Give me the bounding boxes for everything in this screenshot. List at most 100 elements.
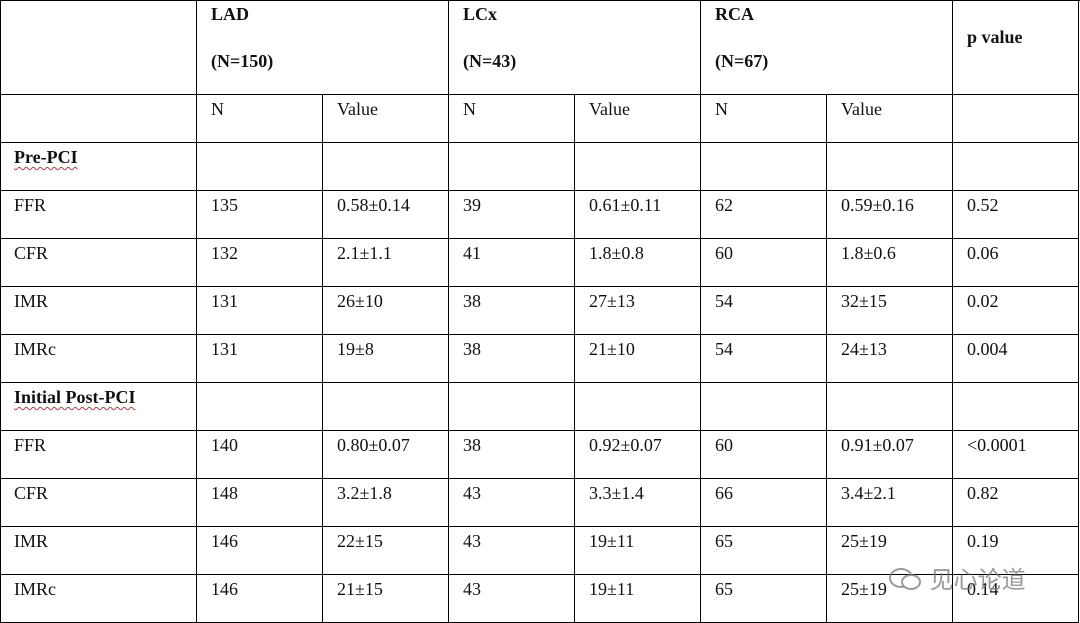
- watermark: 见心论道: [888, 560, 1026, 595]
- data-cell: 24±13: [827, 335, 953, 383]
- data-cell: 0.58±0.14: [323, 191, 449, 239]
- empty-cell: [449, 143, 575, 191]
- row-label-cell: FFR: [0, 431, 197, 479]
- cell-text: 60: [715, 435, 733, 455]
- cell-text: 54: [715, 291, 733, 311]
- empty-cell: [701, 143, 827, 191]
- data-cell: 60: [701, 239, 827, 287]
- data-cell: 3.2±1.8: [323, 479, 449, 527]
- row-label: IMR: [14, 291, 49, 311]
- subheader-cell: N: [449, 95, 575, 143]
- data-cell: 131: [197, 335, 323, 383]
- empty-cell: [827, 383, 953, 431]
- data-cell: 32±15: [827, 287, 953, 335]
- row-label: FFR: [14, 195, 47, 215]
- data-cell: 146: [197, 527, 323, 575]
- data-cell: 148: [197, 479, 323, 527]
- row-label-cell: CFR: [0, 479, 197, 527]
- data-cell: 21±10: [575, 335, 701, 383]
- data-cell: 26±10: [323, 287, 449, 335]
- data-cell: 0.80±0.07: [323, 431, 449, 479]
- cell-text: 62: [715, 195, 733, 215]
- cell-text: 54: [715, 339, 733, 359]
- empty-cell: [0, 95, 197, 143]
- subheader-cell: Value: [323, 95, 449, 143]
- group-header: RCA (N=67): [701, 0, 953, 95]
- cell-text: 43: [463, 531, 481, 551]
- data-cell: 146: [197, 575, 323, 623]
- cell-text: 19±11: [589, 531, 635, 551]
- cell-text: 2.1±1.1: [337, 243, 392, 263]
- data-cell: 140: [197, 431, 323, 479]
- data-cell: 39: [449, 191, 575, 239]
- cell-text: 132: [211, 243, 238, 263]
- subheader-text: Value: [337, 99, 378, 119]
- cell-text: 0.80±0.07: [337, 435, 410, 455]
- cell-text: 1.8±0.6: [841, 243, 896, 263]
- data-cell: 0.06: [953, 239, 1079, 287]
- cell-text: 66: [715, 483, 733, 503]
- subheader-text: Value: [841, 99, 882, 119]
- data-cell: 132: [197, 239, 323, 287]
- empty-cell: [953, 95, 1079, 143]
- corner-cell: [0, 0, 197, 95]
- cell-text: 60: [715, 243, 733, 263]
- cell-text: 27±13: [589, 291, 635, 311]
- empty-cell: [953, 383, 1079, 431]
- data-cell: 38: [449, 431, 575, 479]
- data-cell: 38: [449, 335, 575, 383]
- data-cell: 54: [701, 335, 827, 383]
- cell-text: 38: [463, 291, 481, 311]
- subheader-text: Value: [589, 99, 630, 119]
- data-cell: 0.82: [953, 479, 1079, 527]
- data-cell: 65: [701, 575, 827, 623]
- cell-text: 148: [211, 483, 238, 503]
- section-cell: Initial Post-PCI: [0, 383, 197, 431]
- empty-cell: [449, 383, 575, 431]
- data-cell: 21±15: [323, 575, 449, 623]
- data-cell: 43: [449, 575, 575, 623]
- section-title: Pre-PCI: [14, 147, 78, 167]
- cell-text: 131: [211, 339, 238, 359]
- data-cell: <0.0001: [953, 431, 1079, 479]
- cell-text: 0.14: [967, 579, 999, 599]
- empty-cell: [575, 143, 701, 191]
- cell-text: 140: [211, 435, 238, 455]
- data-cell: 0.91±0.07: [827, 431, 953, 479]
- cell-text: 0.06: [967, 243, 999, 263]
- cell-text: 146: [211, 579, 238, 599]
- cell-text: 3.2±1.8: [337, 483, 392, 503]
- cell-text: 25±19: [841, 531, 887, 551]
- cell-text: 0.61±0.11: [589, 195, 662, 215]
- row-label: IMRc: [14, 579, 56, 599]
- data-cell: 0.92±0.07: [575, 431, 701, 479]
- empty-cell: [197, 143, 323, 191]
- data-cell: 0.19: [953, 527, 1079, 575]
- cell-text: 39: [463, 195, 481, 215]
- empty-cell: [575, 383, 701, 431]
- data-cell: 131: [197, 287, 323, 335]
- subheader-cell: N: [197, 95, 323, 143]
- group-n: (N=150): [211, 51, 274, 71]
- subheader-text: N: [715, 99, 728, 119]
- cell-text: 32±15: [841, 291, 887, 311]
- data-cell: 27±13: [575, 287, 701, 335]
- empty-cell: [953, 143, 1079, 191]
- cell-text: 65: [715, 531, 733, 551]
- group-name: RCA: [715, 4, 754, 24]
- cell-text: 135: [211, 195, 238, 215]
- p-header-text: p value: [967, 27, 1023, 47]
- row-label-cell: IMRc: [0, 335, 197, 383]
- row-label-cell: FFR: [0, 191, 197, 239]
- cell-text: 43: [463, 483, 481, 503]
- data-cell: 3.4±2.1: [827, 479, 953, 527]
- row-label: CFR: [14, 243, 49, 263]
- data-cell: 1.8±0.8: [575, 239, 701, 287]
- data-cell: 0.004: [953, 335, 1079, 383]
- data-cell: 0.59±0.16: [827, 191, 953, 239]
- data-cell: 66: [701, 479, 827, 527]
- group-name: LCx: [463, 4, 498, 24]
- data-cell: 54: [701, 287, 827, 335]
